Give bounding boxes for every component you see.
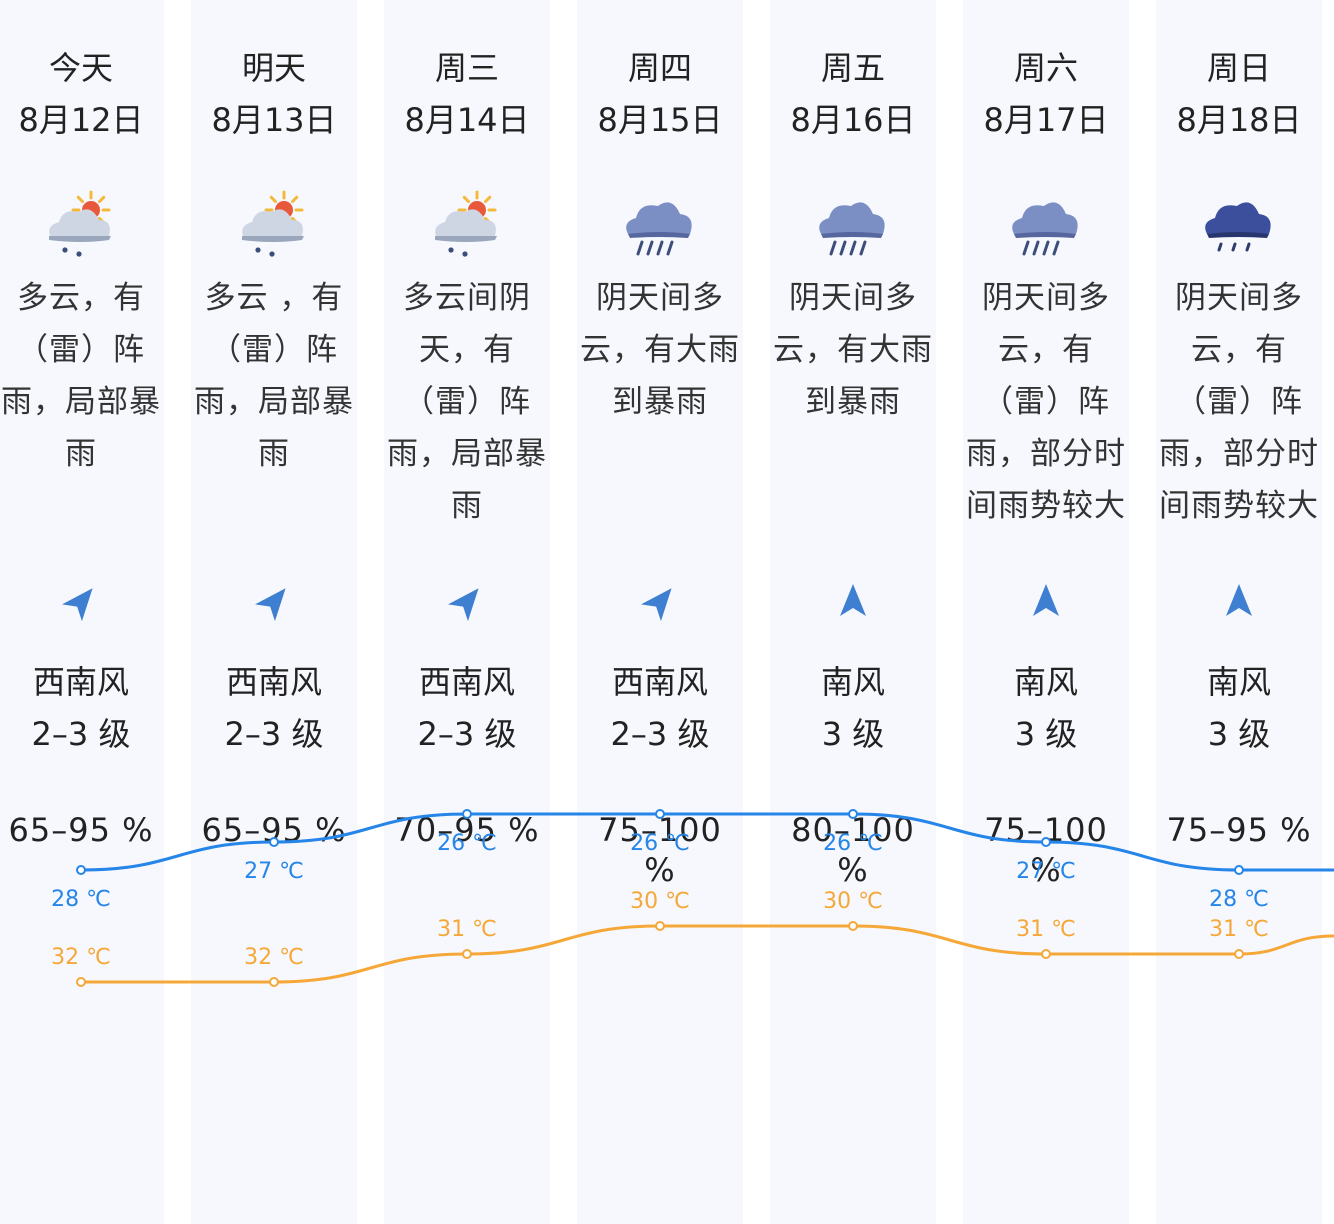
description-line: （雷）阵: [17, 332, 145, 368]
date-label: 8月12日: [18, 101, 144, 139]
weekday-label: 今天: [48, 49, 113, 87]
description-line: 云，有大雨: [580, 332, 740, 368]
wind-level: 3 级: [821, 715, 885, 753]
description-line: 云，有: [1191, 332, 1287, 368]
date-label: 8月15日: [597, 101, 723, 139]
weekday-label: 明天: [241, 49, 306, 87]
heavy-rain-icon: [620, 190, 700, 260]
description-line: 间雨势较大: [966, 488, 1126, 524]
description-line: （雷）阵: [403, 384, 531, 420]
heavy-rain-icon: [813, 190, 893, 260]
weather-description: 阴天间多云，有大雨到暴雨: [768, 272, 938, 428]
description-line: 雨，部分时: [1159, 436, 1319, 472]
description-line: 多云 ，有: [204, 280, 344, 316]
partly-cloudy-thundershower-icon: [234, 190, 314, 260]
wind-direction: 西南风: [418, 663, 515, 701]
humidity-range: 75–100 %: [984, 811, 1108, 889]
weather-description: 多云，有 （雷）阵雨，局部暴雨: [0, 272, 166, 480]
partly-cloudy-thundershower-icon: [41, 190, 121, 260]
description-line: 云，有大雨: [773, 332, 933, 368]
south-wind-arrow-icon: [1219, 580, 1259, 624]
description-line: 雨: [258, 436, 290, 472]
weekday-label: 周三: [434, 49, 499, 87]
southwest-wind-arrow-icon: [447, 580, 487, 624]
wind-level: 2–3 级: [31, 715, 131, 753]
southwest-wind-arrow-icon: [254, 580, 294, 624]
forecast-day-column: 周三 8月14日 多云间阴天，有 （雷）阵雨，局部暴雨 西南风 2–3 级 70–95 …: [384, 0, 550, 1224]
partly-cloudy-thundershower-icon: [427, 190, 507, 260]
date-label: 8月17日: [983, 101, 1109, 139]
humidity-range: 75–100 %: [598, 811, 722, 889]
description-line: 阴天间多: [982, 280, 1110, 316]
wind-level: 2–3 级: [417, 715, 517, 753]
description-line: 多云间阴: [403, 280, 531, 316]
weekday-label: 周四: [627, 49, 692, 87]
wind-level: 2–3 级: [610, 715, 710, 753]
wind-direction: 西南风: [225, 663, 322, 701]
date-label: 8月16日: [790, 101, 916, 139]
south-wind-arrow-icon: [833, 580, 873, 624]
wind-direction: 西南风: [32, 663, 129, 701]
description-line: 云，有: [998, 332, 1094, 368]
weather-description: 阴天间多云，有 （雷）阵雨，部分时间雨势较大: [1154, 272, 1324, 532]
weather-description: 阴天间多云，有 （雷）阵雨，部分时间雨势较大: [961, 272, 1131, 532]
wind-level: 3 级: [1014, 715, 1078, 753]
humidity-range: 70–95 %: [394, 811, 540, 849]
wind-direction: 南风: [1206, 663, 1271, 701]
date-label: 8月18日: [1176, 101, 1302, 139]
description-line: （雷）阵: [1175, 384, 1303, 420]
description-line: 雨，局部暴: [194, 384, 354, 420]
heavy-rain-icon: [1006, 190, 1086, 260]
description-line: 雨，局部暴: [387, 436, 547, 472]
forecast-day-column: 周五 8月16日 阴天间多云，有大雨到暴雨 南风 3 级 80–100 %: [770, 0, 936, 1224]
description-line: 阴天间多: [596, 280, 724, 316]
weekday-label: 周五: [820, 49, 885, 87]
weekday-label: 周日: [1206, 49, 1271, 87]
wind-direction: 南风: [820, 663, 885, 701]
description-line: 雨，局部暴: [1, 384, 161, 420]
south-wind-arrow-icon: [1026, 580, 1066, 624]
date-label: 8月14日: [404, 101, 530, 139]
humidity-range: 65–95 %: [201, 811, 347, 849]
description-line: 到暴雨: [612, 384, 708, 420]
description-line: 雨: [65, 436, 97, 472]
description-line: 到暴雨: [805, 384, 901, 420]
thundershower-icon: [1199, 190, 1279, 260]
description-line: 阴天间多: [1175, 280, 1303, 316]
date-label: 8月13日: [211, 101, 337, 139]
description-line: （雷）阵: [210, 332, 338, 368]
weather-description: 多云间阴天，有 （雷）阵雨，局部暴雨: [382, 272, 552, 532]
description-line: 雨，部分时: [966, 436, 1126, 472]
description-line: （雷）阵: [982, 384, 1110, 420]
description-line: 阴天间多: [789, 280, 917, 316]
description-line: 雨: [451, 488, 483, 524]
forecast-day-column: 周六 8月17日 阴天间多云，有 （雷）阵雨，部分时间雨势较大 南风 3 级 75–10…: [963, 0, 1129, 1224]
forecast-day-column: 明天 8月13日 多云 ，有 （雷）阵雨，局部暴雨 西南风 2–3 级 65–95 %: [191, 0, 357, 1224]
wind-direction: 西南风: [611, 663, 708, 701]
weekday-label: 周六: [1013, 49, 1078, 87]
weather-description: 阴天间多云，有大雨到暴雨: [575, 272, 745, 428]
humidity-range: 75–95 %: [1166, 811, 1312, 849]
southwest-wind-arrow-icon: [61, 580, 101, 624]
wind-direction: 南风: [1013, 663, 1078, 701]
humidity-range: 65–95 %: [8, 811, 154, 849]
forecast-day-column: 今天 8月12日 多云，有 （雷）阵雨，局部暴雨 西南风 2–3 级 65–95 %: [0, 0, 164, 1224]
forecast-day-column: 周日 8月18日 阴天间多云，有 （雷）阵雨，部分时间雨势较大 南风 3 级 75–95…: [1156, 0, 1322, 1224]
southwest-wind-arrow-icon: [640, 580, 680, 624]
description-line: 间雨势较大: [1159, 488, 1319, 524]
description-line: 多云，有: [17, 280, 145, 316]
wind-level: 2–3 级: [224, 715, 324, 753]
wind-level: 3 级: [1207, 715, 1271, 753]
humidity-range: 80–100 %: [791, 811, 915, 889]
weather-description: 多云 ，有 （雷）阵雨，局部暴雨: [189, 272, 359, 480]
description-line: 天，有: [419, 332, 515, 368]
forecast-day-column: 周四 8月15日 阴天间多云，有大雨到暴雨 西南风 2–3 级 75–100 %: [577, 0, 743, 1224]
